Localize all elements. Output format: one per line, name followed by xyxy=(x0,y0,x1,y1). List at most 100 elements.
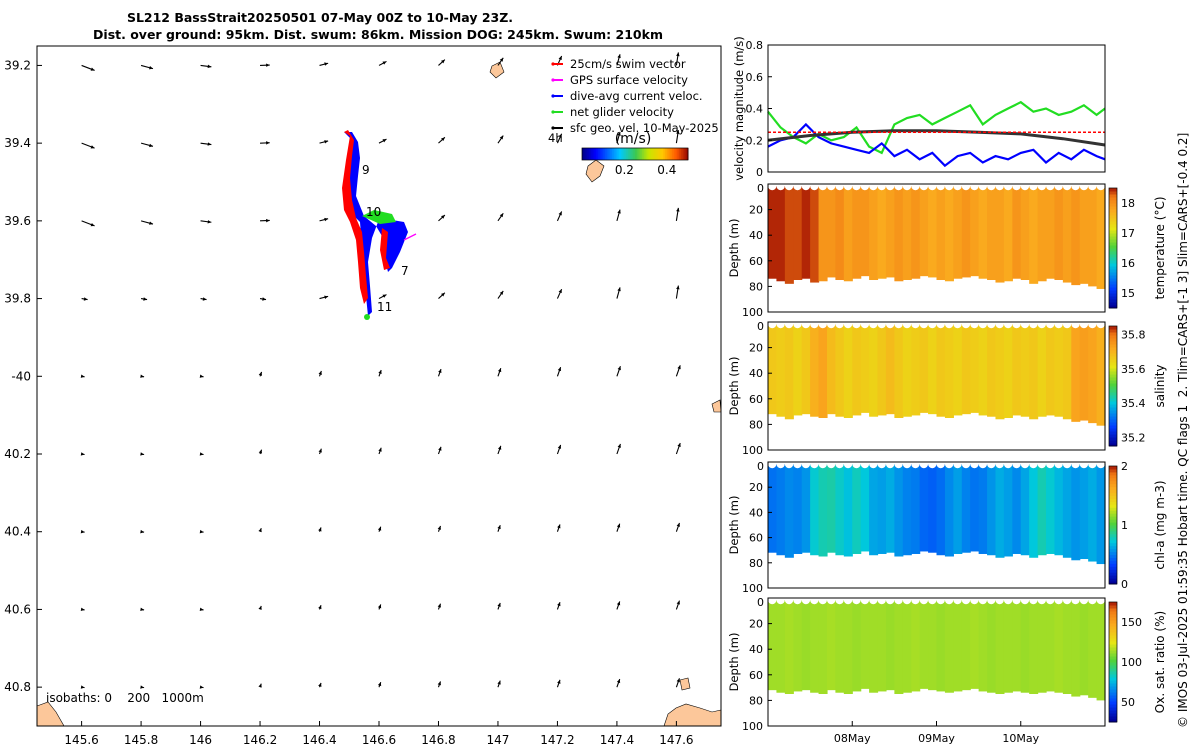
velocity-series-line xyxy=(767,122,1106,168)
profile-colorbar-segment xyxy=(1109,326,1117,330)
profile-cell xyxy=(970,186,980,277)
profile-colorbar-segment xyxy=(1109,437,1117,441)
arrow-head xyxy=(676,600,680,605)
geo-velocity-arrow xyxy=(319,217,329,222)
geo-velocity-arrow xyxy=(497,212,504,222)
profile-cell xyxy=(919,324,929,413)
profile-scallop xyxy=(1003,181,1013,191)
geo-velocity-arrow xyxy=(437,681,442,688)
profile-cell xyxy=(987,600,997,693)
profile-colorbar-segment xyxy=(1109,401,1117,405)
profile-scallop xyxy=(860,319,870,329)
profile-colorbar-segment xyxy=(1109,227,1117,231)
colorbar-segment xyxy=(608,148,611,160)
profile-scallop xyxy=(1079,319,1089,329)
profile-colorbar-frame xyxy=(1108,325,1118,447)
profile-cell xyxy=(1012,464,1022,554)
profile-cell xyxy=(818,600,828,694)
arrow-head xyxy=(497,445,502,450)
colorbar-segment xyxy=(649,148,652,160)
colorbar-tick-label: 0.2 xyxy=(615,163,634,177)
profile-colorbar-segment xyxy=(1109,504,1117,508)
profile-colorbar-segment xyxy=(1109,410,1117,414)
profile-scallop xyxy=(1071,181,1080,191)
lat-tick-label: -40 xyxy=(11,369,31,383)
profile-scallop xyxy=(953,181,962,191)
profile-scallop xyxy=(877,181,886,191)
profile-scallop xyxy=(1012,595,1021,605)
profile-scallop xyxy=(835,181,844,191)
profile-cell xyxy=(826,324,836,415)
arrow-head xyxy=(437,681,441,686)
profile-scallop xyxy=(1020,459,1030,469)
profile-cell xyxy=(818,186,828,282)
profile-scallop xyxy=(1062,319,1072,329)
geo-velocity-arrow xyxy=(438,214,446,222)
lon-tick-label: 147.4 xyxy=(600,733,634,747)
profile-cell xyxy=(852,324,862,416)
geo-velocity-arrow xyxy=(140,64,154,70)
profile-scallop xyxy=(1029,319,1038,329)
profile-cell xyxy=(1071,600,1081,697)
profile-scallop xyxy=(961,319,971,329)
arrow-head xyxy=(497,680,501,685)
profile-ytick-zero: 0 xyxy=(757,460,764,473)
profile-panel-3: 0 20 40 60 80 100 Depth (m) 0 1 2 chl-a (mg m-3) xyxy=(727,459,1167,595)
profile-ytick-zero: 0 xyxy=(757,182,764,195)
profile-scallop xyxy=(902,459,912,469)
profile-colorbar-segment xyxy=(1109,689,1117,693)
profile-scallop xyxy=(1079,459,1089,469)
profile-scallop xyxy=(826,459,836,469)
profile-cell xyxy=(894,324,904,418)
profile-ytick-zero: 0 xyxy=(757,320,764,333)
profile-scallop xyxy=(919,319,929,329)
profile-scallop xyxy=(860,181,870,191)
profile-colorbar-segment xyxy=(1109,374,1117,378)
profile-cell xyxy=(936,600,946,692)
lon-tick-label: 146.2 xyxy=(243,733,277,747)
geo-velocity-arrow xyxy=(200,220,212,224)
profile-scallop xyxy=(902,319,912,329)
profile-cell xyxy=(928,186,938,278)
profile-scallop xyxy=(919,181,929,191)
profile-ytick-label: 100 xyxy=(742,720,763,733)
profile-cell xyxy=(970,600,980,689)
arrow-head xyxy=(441,59,445,64)
profile-ytick-label: 80 xyxy=(749,280,763,293)
profile-cell xyxy=(1079,600,1089,696)
profile-cell xyxy=(818,324,828,418)
swim-vector-track xyxy=(342,130,390,304)
geo-velocity-arrow xyxy=(556,524,561,532)
profile-colorbar-segment xyxy=(1109,614,1117,618)
profile-scallop xyxy=(987,319,996,329)
profile-colorbar-segment xyxy=(1109,305,1117,309)
profile-colorbar-segment xyxy=(1109,536,1117,541)
profile-ytick-label: 80 xyxy=(749,694,763,707)
profile-colorbar-segment xyxy=(1109,371,1117,375)
profile-colorbar-segment xyxy=(1109,431,1117,435)
geo-velocity-arrow xyxy=(556,367,562,377)
profile-cell xyxy=(1054,324,1064,417)
geo-velocity-arrow xyxy=(260,218,270,223)
geo-velocity-arrow xyxy=(318,527,322,532)
arrow-head xyxy=(143,297,148,301)
profile-cell xyxy=(1088,186,1098,287)
profile-cell xyxy=(961,600,971,691)
profile-scallop xyxy=(885,181,895,191)
profile-colorbar-segment xyxy=(1109,581,1117,585)
profile-scallop xyxy=(936,459,945,469)
profile-scallop xyxy=(877,595,886,605)
colorbar-segment xyxy=(686,148,689,160)
profile-colorbar-label: chl-a (mg m-3) xyxy=(1153,480,1167,569)
profile-cell xyxy=(852,186,862,279)
geo-velocity-arrow xyxy=(318,448,322,455)
profile-ytick-label: 100 xyxy=(742,306,763,319)
profile-cell xyxy=(1062,186,1072,283)
profile-scallop xyxy=(1020,319,1030,329)
colorbar-segment xyxy=(650,148,654,160)
profile-cell xyxy=(801,186,811,279)
geo-velocity-arrow xyxy=(319,62,329,66)
geo-velocity-arrow xyxy=(616,287,621,299)
profile-scallop xyxy=(885,459,895,469)
profile-scallop xyxy=(995,181,1004,191)
